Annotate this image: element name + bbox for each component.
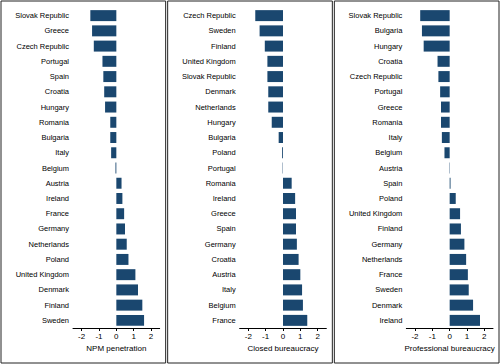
svg-text:Belgium: Belgium	[42, 164, 69, 173]
svg-text:Slovak Republic: Slovak Republic	[349, 11, 403, 20]
svg-text:Ireland: Ireland	[46, 194, 69, 203]
svg-text:Portugal: Portugal	[208, 164, 236, 173]
svg-text:Hungary: Hungary	[207, 118, 236, 127]
svg-text:-2: -2	[411, 332, 419, 341]
svg-text:Finland: Finland	[378, 224, 403, 233]
svg-text:Finland: Finland	[211, 42, 236, 51]
svg-text:-2: -2	[245, 332, 253, 341]
svg-text:Sweden: Sweden	[42, 316, 69, 325]
svg-text:Closed bureaucracy: Closed bureaucracy	[247, 344, 318, 353]
svg-text:Austria: Austria	[379, 164, 403, 173]
svg-text:-1: -1	[262, 332, 270, 341]
svg-text:Belgium: Belgium	[375, 148, 402, 157]
svg-text:1: 1	[298, 332, 303, 341]
svg-text:Greece: Greece	[378, 103, 403, 112]
svg-text:Croatia: Croatia	[45, 87, 70, 96]
svg-text:Denmark: Denmark	[205, 87, 236, 96]
svg-text:-2: -2	[78, 332, 86, 341]
svg-text:Portugal: Portugal	[374, 87, 402, 96]
svg-text:1: 1	[131, 332, 136, 341]
svg-text:2: 2	[149, 332, 154, 341]
svg-text:-1: -1	[95, 332, 103, 341]
svg-text:Spain: Spain	[50, 72, 69, 81]
svg-text:Greece: Greece	[211, 209, 236, 218]
svg-text:United Kingdom: United Kingdom	[16, 270, 69, 279]
svg-text:Bulgaria: Bulgaria	[208, 133, 236, 142]
svg-text:Greece: Greece	[44, 26, 69, 35]
svg-text:Spain: Spain	[216, 224, 235, 233]
svg-text:Sweden: Sweden	[375, 285, 402, 294]
svg-text:NPM penetration: NPM penetration	[86, 344, 146, 353]
svg-text:Italy: Italy	[222, 285, 236, 294]
svg-text:Austria: Austria	[212, 270, 236, 279]
svg-text:Bulgaria: Bulgaria	[41, 133, 69, 142]
svg-text:Austria: Austria	[46, 179, 70, 188]
svg-text:Netherlands: Netherlands	[195, 103, 236, 112]
svg-text:Slovak Republic: Slovak Republic	[182, 72, 236, 81]
svg-text:Belgium: Belgium	[209, 301, 236, 310]
svg-text:France: France	[46, 209, 69, 218]
svg-text:Ireland: Ireland	[379, 316, 402, 325]
svg-text:Poland: Poland	[46, 255, 69, 264]
svg-text:Germany: Germany	[371, 240, 402, 249]
svg-text:Romania: Romania	[372, 118, 403, 127]
svg-text:Professional bureaucracy: Professional bureaucracy	[405, 344, 495, 353]
svg-text:Germany: Germany	[205, 240, 236, 249]
svg-text:Denmark: Denmark	[39, 285, 70, 294]
svg-text:Ireland: Ireland	[213, 194, 236, 203]
svg-text:Denmark: Denmark	[372, 301, 403, 310]
svg-text:Croatia: Croatia	[211, 255, 236, 264]
svg-text:0: 0	[447, 332, 452, 341]
svg-text:Croatia: Croatia	[378, 57, 403, 66]
svg-text:Poland: Poland	[212, 148, 235, 157]
svg-text:Hungary: Hungary	[374, 42, 403, 51]
svg-text:-1: -1	[429, 332, 437, 341]
svg-text:2: 2	[482, 332, 487, 341]
svg-text:Romania: Romania	[39, 118, 70, 127]
svg-text:Netherlands: Netherlands	[29, 240, 70, 249]
svg-text:Netherlands: Netherlands	[362, 255, 403, 264]
svg-text:Hungary: Hungary	[41, 103, 70, 112]
svg-text:Portugal: Portugal	[41, 57, 69, 66]
svg-text:Sweden: Sweden	[209, 26, 236, 35]
svg-text:United Kingdom: United Kingdom	[349, 209, 402, 218]
svg-text:1: 1	[465, 332, 470, 341]
svg-text:Slovak Republic: Slovak Republic	[15, 11, 69, 20]
svg-text:Italy: Italy	[55, 148, 69, 157]
svg-text:Poland: Poland	[379, 194, 402, 203]
svg-text:Spain: Spain	[383, 179, 402, 188]
svg-text:Czech Republic: Czech Republic	[183, 11, 236, 20]
svg-text:2: 2	[315, 332, 320, 341]
svg-text:France: France	[212, 316, 235, 325]
svg-text:Finland: Finland	[44, 301, 69, 310]
svg-text:Romania: Romania	[206, 179, 237, 188]
svg-text:Bulgaria: Bulgaria	[375, 26, 403, 35]
svg-text:United Kingdom: United Kingdom	[182, 57, 235, 66]
svg-text:0: 0	[114, 332, 119, 341]
svg-text:Czech Republic: Czech Republic	[16, 42, 69, 51]
svg-text:0: 0	[281, 332, 286, 341]
svg-text:Czech Republic: Czech Republic	[350, 72, 403, 81]
svg-text:France: France	[379, 270, 402, 279]
svg-text:Germany: Germany	[38, 224, 69, 233]
svg-text:Italy: Italy	[389, 133, 403, 142]
